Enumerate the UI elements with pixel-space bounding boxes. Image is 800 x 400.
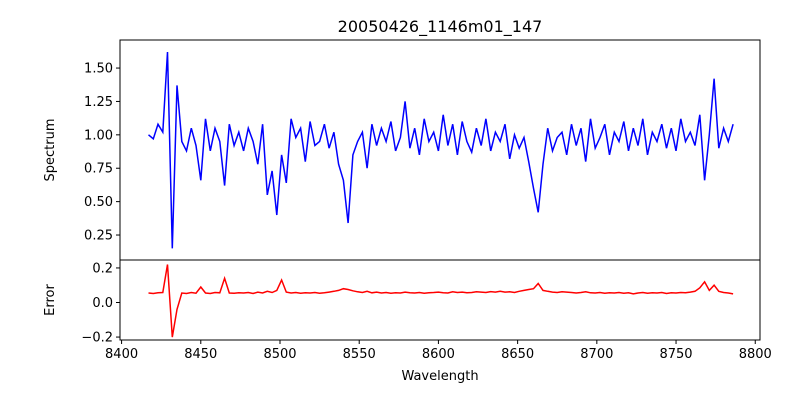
x-tick-label: 8400	[105, 347, 138, 362]
series-line	[148, 51, 734, 249]
y-tick-label: 1.25	[84, 95, 113, 110]
axes-frame	[119, 259, 761, 341]
x-tick-label: 8550	[343, 347, 376, 362]
bottom-y-axis-label: Error	[43, 284, 58, 316]
x-tick-label: 8450	[184, 347, 217, 362]
series-line	[148, 264, 734, 338]
x-tick-label: 8600	[422, 347, 455, 362]
y-tick-label: 0.2	[92, 261, 113, 276]
x-tick-label: 8750	[659, 347, 692, 362]
y-tick-label: 0.25	[84, 229, 113, 244]
y-tick-label: −0.2	[81, 331, 113, 346]
error-plot: −0.2 0.0 0.2 8400 8450 8500 8550 8600 8650 8700 87…	[81, 259, 772, 362]
y-tick-label: 0.50	[84, 195, 113, 210]
y-tick-label: 0.75	[84, 162, 113, 177]
x-axis-label: Wavelength	[401, 369, 478, 384]
x-tick-label: 8700	[580, 347, 613, 362]
y-tick-label: 1.00	[84, 128, 113, 143]
y-tick-label: 1.50	[84, 62, 113, 77]
axes-frame	[119, 39, 761, 261]
top-y-axis-label: Spectrum	[43, 119, 58, 182]
x-tick-label: 8500	[263, 347, 296, 362]
x-tick-label: 8800	[739, 347, 772, 362]
x-tick-label: 8650	[501, 347, 534, 362]
y-tick-label: 0.0	[92, 296, 113, 311]
spectrum-plot: 0.25 0.50 0.75 1.00 1.25 1.50	[84, 39, 761, 261]
chart-title: 20050426_1146m01_147	[338, 17, 543, 37]
